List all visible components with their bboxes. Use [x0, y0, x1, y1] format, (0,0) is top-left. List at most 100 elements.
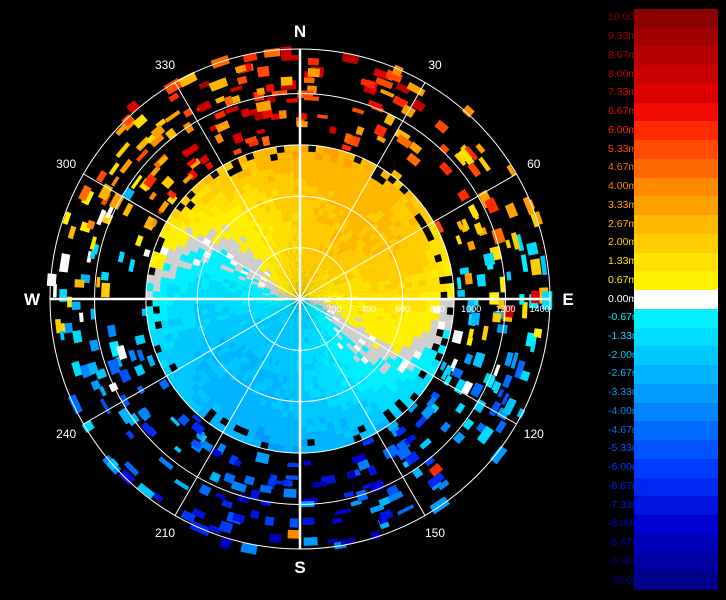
velocity-cell	[412, 286, 421, 294]
velocity-cell	[259, 191, 268, 200]
velocity-cell	[271, 284, 279, 290]
velocity-cell	[286, 287, 293, 293]
velocity-cell	[341, 264, 350, 272]
velocity-cell	[240, 322, 249, 329]
velocity-cell	[223, 274, 232, 281]
velocity-cell	[375, 77, 394, 90]
velocity-cell	[342, 235, 350, 244]
velocity-cell	[250, 234, 258, 244]
polar-grid	[49, 48, 551, 550]
velocity-cell	[467, 162, 482, 178]
velocity-cell	[425, 278, 434, 287]
velocity-cell	[334, 335, 342, 343]
velocity-cell	[260, 361, 268, 370]
velocity-cell	[232, 322, 241, 329]
velocity-cell	[341, 379, 350, 388]
velocity-cell	[187, 280, 196, 288]
velocity-cell	[245, 317, 254, 323]
velocity-cell	[272, 309, 280, 315]
velocity-cell	[269, 305, 278, 309]
velocity-cell	[341, 165, 351, 175]
velocity-cell	[279, 221, 286, 230]
velocity-cell	[446, 367, 453, 376]
velocity-cell	[262, 272, 270, 279]
velocity-cell	[364, 305, 372, 311]
velocity-cell	[213, 244, 223, 253]
velocity-cell	[426, 305, 434, 314]
velocity-cell	[233, 325, 242, 332]
velocity-cell	[300, 199, 306, 207]
velocity-cell	[313, 207, 320, 216]
velocity-cell	[117, 407, 134, 425]
legend-label: -1.33m/s	[608, 329, 649, 342]
velocity-cell	[282, 295, 290, 298]
velocity-cell	[222, 161, 234, 172]
velocity-cell	[314, 200, 322, 209]
velocity-cell	[269, 326, 277, 334]
velocity-cell	[304, 275, 308, 283]
velocity-cell	[276, 402, 284, 411]
velocity-cell	[319, 269, 326, 277]
velocity-cell	[302, 247, 306, 255]
velocity-cell	[526, 241, 539, 256]
velocity-cell	[136, 349, 145, 362]
velocity-cell	[370, 260, 379, 268]
velocity-cell	[210, 447, 222, 458]
velocity-cell	[279, 354, 285, 363]
velocity-cell	[222, 244, 231, 253]
velocity-cell	[371, 286, 379, 292]
velocity-cell	[371, 341, 381, 350]
velocity-cell	[293, 301, 298, 308]
velocity-cell	[331, 328, 339, 336]
velocity-cell	[358, 266, 367, 273]
velocity-cell	[251, 347, 260, 356]
velocity-cell	[216, 319, 226, 326]
velocity-cell	[316, 290, 324, 294]
velocity-cell	[118, 394, 131, 408]
velocity-cell	[365, 324, 374, 332]
velocity-cell	[155, 327, 165, 338]
velocity-cell	[317, 259, 323, 267]
velocity-cell	[311, 256, 317, 264]
velocity-cell	[273, 344, 280, 353]
velocity-cell	[368, 357, 378, 366]
velocity-cell	[415, 323, 425, 333]
velocity-cell	[351, 301, 359, 306]
velocity-cell	[270, 188, 279, 197]
velocity-cell	[347, 260, 355, 268]
velocity-cell	[293, 268, 297, 276]
velocity-cell	[306, 285, 312, 292]
velocity-cell	[346, 376, 355, 386]
velocity-cell	[273, 329, 280, 337]
velocity-cell	[343, 267, 351, 274]
velocity-cell	[332, 276, 340, 282]
velocity-cell	[330, 319, 338, 326]
velocity-cell	[316, 304, 324, 308]
velocity-cell	[262, 302, 270, 305]
velocity-cell	[59, 330, 65, 341]
velocity-cell	[322, 153, 332, 162]
velocity-cell	[234, 229, 243, 239]
velocity-cell	[302, 350, 307, 358]
velocity-cell	[275, 180, 283, 189]
velocity-cell	[141, 308, 147, 317]
velocity-cell	[291, 268, 296, 276]
velocity-cell	[342, 283, 350, 288]
velocity-cell	[301, 288, 304, 296]
velocity-cell	[365, 266, 374, 274]
velocity-cell	[263, 321, 271, 328]
velocity-cell	[341, 144, 352, 152]
velocity-cell	[283, 220, 289, 229]
velocity-cell	[299, 425, 307, 433]
velocity-cell	[241, 346, 250, 355]
velocity-cell	[281, 249, 287, 258]
velocity-cell	[289, 295, 297, 298]
velocity-cell	[280, 172, 288, 181]
velocity-cell	[288, 306, 294, 313]
velocity-cell	[323, 343, 330, 352]
velocity-cell	[316, 229, 323, 238]
velocity-cell	[317, 314, 325, 320]
velocity-cell	[179, 335, 189, 345]
velocity-cell	[252, 262, 261, 269]
velocity-cell	[237, 362, 247, 372]
